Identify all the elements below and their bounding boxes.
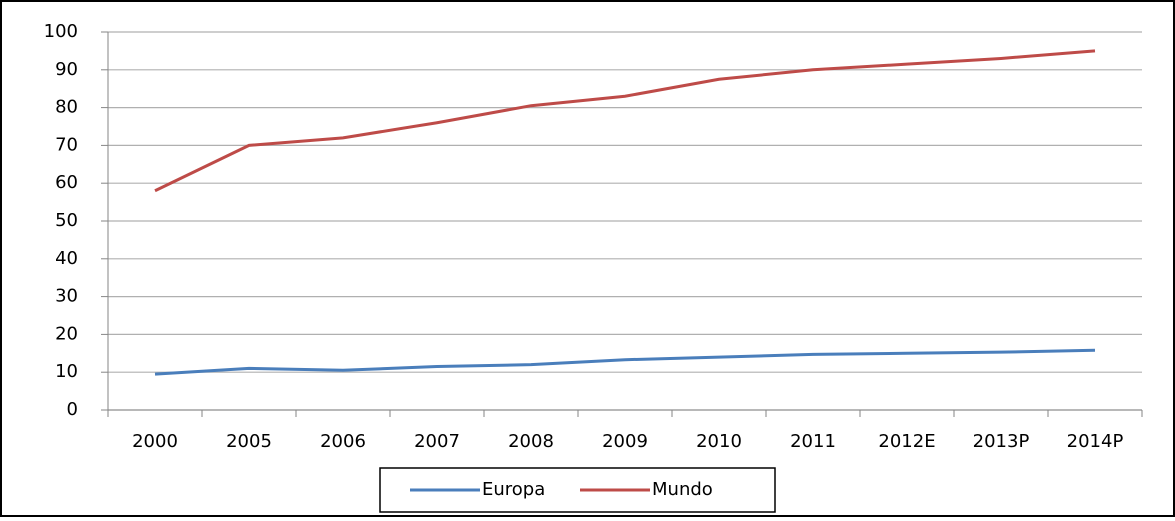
- series-line: [154, 49, 1096, 193]
- x-tick-label: 2013P: [973, 431, 1030, 452]
- legend-label: Europa: [482, 479, 545, 500]
- x-tick-label: 2000: [132, 431, 178, 452]
- y-tick-label: 0: [67, 399, 78, 420]
- x-tick-label: 2011: [790, 431, 836, 452]
- y-tick-label: 80: [55, 97, 78, 118]
- y-tick-label: 30: [55, 286, 78, 307]
- x-tick-label: 2012E: [878, 431, 935, 452]
- y-tick-label: 50: [55, 210, 78, 231]
- x-tick-label: 2010: [696, 431, 742, 452]
- y-tick-label: 20: [55, 323, 78, 344]
- series-line: [154, 348, 1096, 376]
- x-tick-label: 2009: [602, 431, 648, 452]
- y-tick-label: 10: [55, 361, 78, 382]
- y-tick-label: 100: [44, 21, 78, 42]
- x-tick-label: 2008: [508, 431, 554, 452]
- legend-label: Mundo: [652, 479, 713, 500]
- x-tick-label: 2005: [226, 431, 272, 452]
- x-tick-label: 2007: [414, 431, 460, 452]
- y-tick-label: 40: [55, 248, 78, 269]
- y-tick-label: 70: [55, 134, 78, 155]
- y-tick-label: 60: [55, 172, 78, 193]
- x-tick-label: 2014P: [1067, 431, 1124, 452]
- y-tick-label: 90: [55, 59, 78, 80]
- x-tick-label: 2006: [320, 431, 366, 452]
